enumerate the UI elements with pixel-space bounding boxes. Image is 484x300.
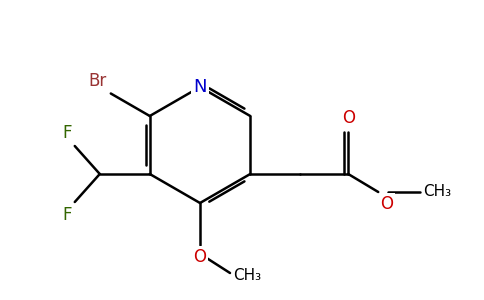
Text: F: F <box>62 124 72 142</box>
Text: O: O <box>380 195 393 213</box>
Text: CH₃: CH₃ <box>233 268 261 283</box>
Text: O: O <box>342 109 355 127</box>
Text: CH₃: CH₃ <box>423 184 452 200</box>
Text: Br: Br <box>89 73 107 91</box>
Text: N: N <box>193 78 207 96</box>
Text: F: F <box>62 206 72 224</box>
Text: O: O <box>194 248 207 266</box>
